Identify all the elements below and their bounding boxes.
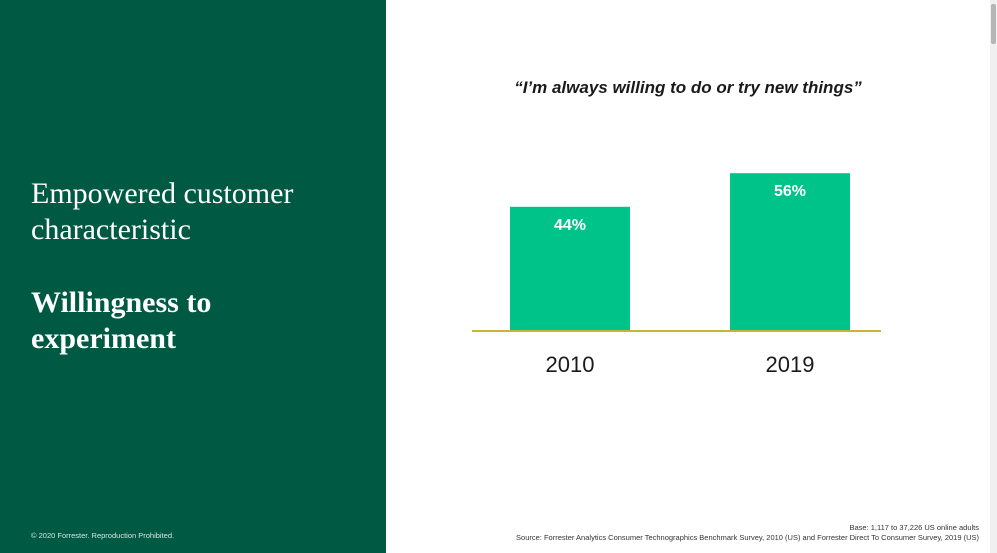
chart-title: “I’m always willing to do or try new thi… bbox=[514, 78, 862, 97]
source-note: Source: Forrester Analytics Consumer Tec… bbox=[516, 533, 979, 542]
bar-2010 bbox=[510, 206, 630, 330]
chart-panel bbox=[386, 0, 990, 553]
x-tick-label-2019: 2019 bbox=[766, 352, 815, 377]
copyright-notice: © 2020 Forrester. Reproduction Prohibite… bbox=[31, 531, 175, 540]
data-label-2019: 56% bbox=[774, 183, 806, 200]
title-panel: Empowered customer characteristic Willin… bbox=[0, 0, 386, 553]
base-note: Base: 1,117 to 37,226 US online adults bbox=[849, 523, 979, 532]
data-label-2010: 44% bbox=[554, 217, 586, 234]
x-tick-label-2010: 2010 bbox=[546, 352, 595, 377]
slide-heading: Willingness to experiment bbox=[31, 286, 212, 355]
bar-2019 bbox=[730, 173, 850, 330]
vertical-scrollbar[interactable] bbox=[990, 0, 997, 553]
slide-subheading: Empowered customer characteristic bbox=[31, 177, 294, 246]
bar-chart: 44% 2010 56% 2019 bbox=[472, 173, 881, 377]
scrollbar-thumb[interactable] bbox=[991, 4, 996, 44]
